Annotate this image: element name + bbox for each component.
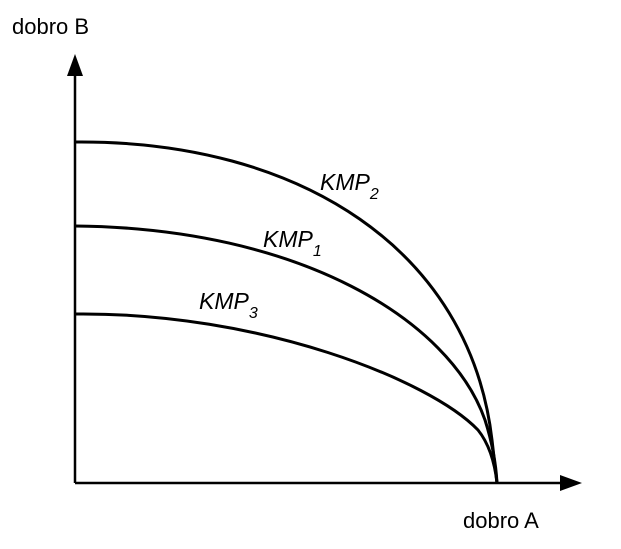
curve-label-base: KMP (320, 169, 371, 195)
curve-label-sub: 1 (313, 243, 322, 260)
curve-label-sub: 2 (369, 186, 379, 203)
curve-label: KMP2 (320, 169, 379, 203)
curve-label: KMP3 (199, 288, 258, 322)
curve-label-base: KMP (263, 226, 314, 252)
x-axis-label: dobro A (463, 508, 539, 533)
curve-kmp1 (74, 224, 499, 484)
x-axis-arrow (560, 475, 582, 491)
curve-kmp2 (74, 140, 499, 484)
curve-label-sub: 3 (249, 305, 258, 322)
y-axis-arrow (67, 54, 83, 76)
curve-label-base: KMP (199, 288, 250, 314)
curve-kmp3 (74, 312, 499, 484)
curve-label: KMP1 (263, 226, 322, 260)
y-axis-label: dobro B (12, 14, 89, 39)
